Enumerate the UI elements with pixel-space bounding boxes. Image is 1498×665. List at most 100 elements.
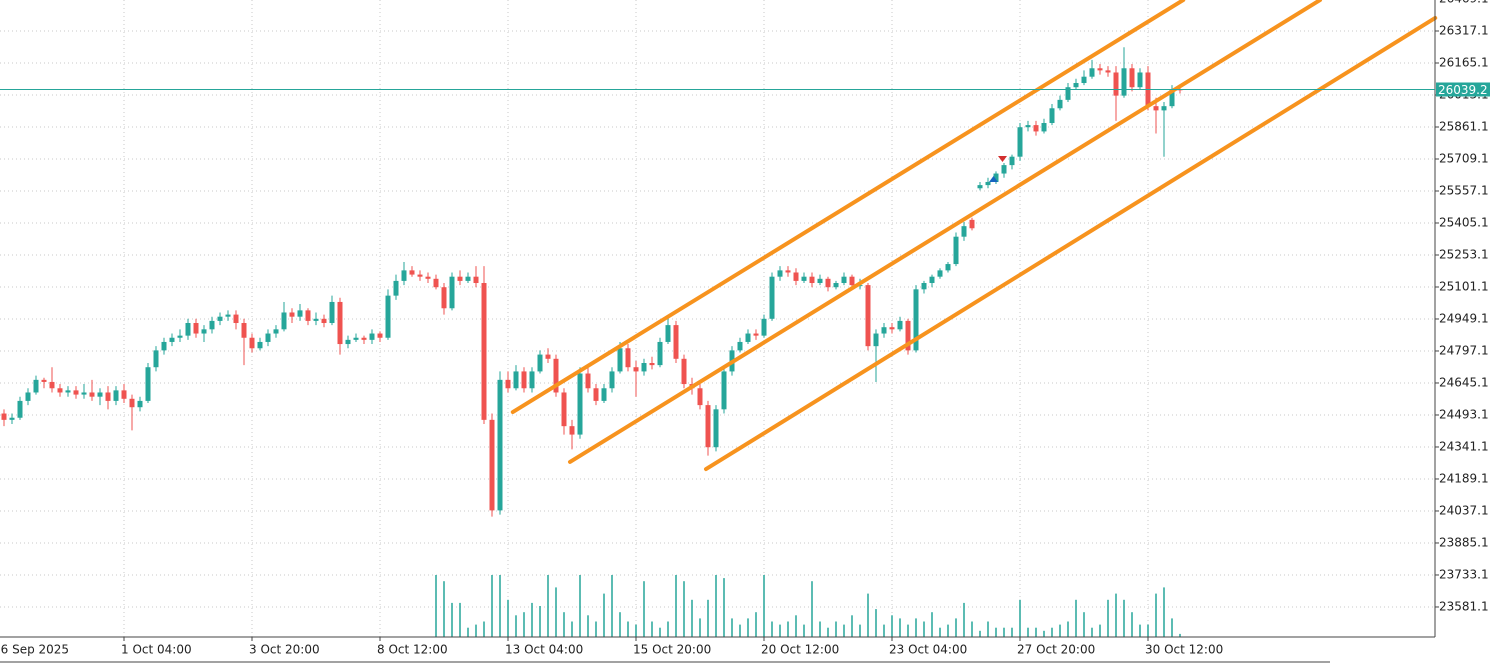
candle-body (193, 323, 199, 334)
candle-body (105, 392, 111, 401)
candle-body (33, 379, 39, 393)
candle-body (73, 390, 79, 395)
candle-body (937, 270, 943, 277)
candle-body (409, 270, 415, 275)
candle-body (537, 354, 543, 372)
volume-bar (1091, 627, 1093, 637)
volume-bar (859, 624, 861, 637)
y-tick-label: 23885.1 (1439, 535, 1489, 549)
candle-body (961, 226, 967, 237)
volume-bar (483, 621, 485, 637)
candle-body (705, 405, 711, 448)
volume-bar (1019, 599, 1021, 637)
candle-body (289, 312, 295, 317)
volume-bar (1003, 627, 1005, 637)
volume-bar (547, 575, 549, 637)
volume-bar (747, 618, 749, 637)
volume-bar (923, 621, 925, 637)
volume-bar (635, 624, 637, 637)
y-tick-label: 23581.1 (1439, 599, 1489, 613)
candle-body (1153, 106, 1159, 111)
candle-body (441, 287, 447, 309)
y-tick-label: 24949.1 (1439, 311, 1489, 325)
candle-body (249, 337, 255, 349)
candle-body (881, 327, 887, 334)
candle-body (865, 285, 871, 347)
candle-body (489, 419, 495, 511)
volume-bar (1163, 587, 1165, 637)
volume-bar (755, 612, 757, 637)
candle-body (1137, 72, 1143, 88)
candle-body (721, 371, 727, 410)
candle-body (393, 280, 399, 296)
candle-body (625, 348, 631, 368)
candle-body (889, 327, 895, 330)
candle-body (985, 181, 991, 186)
candle-body (137, 400, 143, 408)
candle-body (369, 333, 375, 340)
x-tick-label: 3 Oct 20:00 (249, 643, 320, 657)
volume-bar (1179, 633, 1181, 637)
candle-body (89, 392, 95, 397)
volume-bar (683, 581, 685, 637)
candle-body (113, 390, 119, 401)
candle-body (169, 337, 175, 342)
volume-bar (699, 618, 701, 637)
volume-bar (715, 575, 717, 637)
candle-body (177, 335, 183, 338)
candle-body (337, 301, 343, 345)
volume-bar (843, 624, 845, 637)
x-tick-label: 13 Oct 04:00 (505, 643, 583, 657)
candle-body (217, 316, 223, 321)
candle-body (873, 333, 879, 347)
volume-bar (1027, 627, 1029, 637)
candle-body (809, 276, 815, 284)
candle-body (1105, 70, 1111, 73)
volume-bar (1131, 612, 1133, 637)
volume-bars (435, 575, 1181, 637)
volume-bar (1011, 627, 1013, 637)
candle-body (993, 173, 999, 182)
candle-body (1081, 76, 1087, 84)
candle-body (577, 373, 583, 435)
volume-bar (811, 581, 813, 637)
candle-body (785, 270, 791, 273)
volume-bar (739, 624, 741, 637)
candle-body (65, 390, 71, 393)
x-tick-label: 8 Oct 12:00 (377, 643, 448, 657)
candle-body (1041, 123, 1047, 132)
candle-body (1009, 156, 1015, 166)
y-tick-label: 24797.1 (1439, 343, 1489, 357)
y-tick-label: 25861.1 (1439, 119, 1489, 133)
last-price-box (1436, 82, 1490, 97)
candle-body (713, 409, 719, 448)
candle-body (745, 333, 751, 342)
candle-body (753, 333, 759, 336)
y-tick-label: 25405.1 (1439, 215, 1489, 229)
candle-body (361, 337, 367, 340)
volume-bar (851, 615, 853, 637)
volume-bar (915, 618, 917, 637)
candle-body (697, 388, 703, 406)
volume-bar (643, 581, 645, 637)
volume-bar (731, 618, 733, 637)
candle-body (145, 367, 151, 401)
candle-body (9, 417, 15, 420)
candle-body (841, 276, 847, 284)
volume-bar (651, 621, 653, 637)
x-tick-label: 27 Oct 20:00 (1017, 643, 1095, 657)
volume-bar (667, 621, 669, 637)
sell-marker (998, 156, 1007, 162)
volume-bar (867, 593, 869, 637)
candle-body (273, 329, 279, 334)
candle-body (513, 371, 519, 389)
volume-bar (571, 621, 573, 637)
candle-body (257, 341, 263, 349)
volume-bar (1107, 599, 1109, 637)
volume-bar (875, 609, 877, 637)
candle-body (833, 283, 839, 288)
candle-body (945, 264, 951, 271)
volume-bar (539, 606, 541, 637)
volume-bar (971, 621, 973, 637)
candle-body (737, 341, 743, 351)
